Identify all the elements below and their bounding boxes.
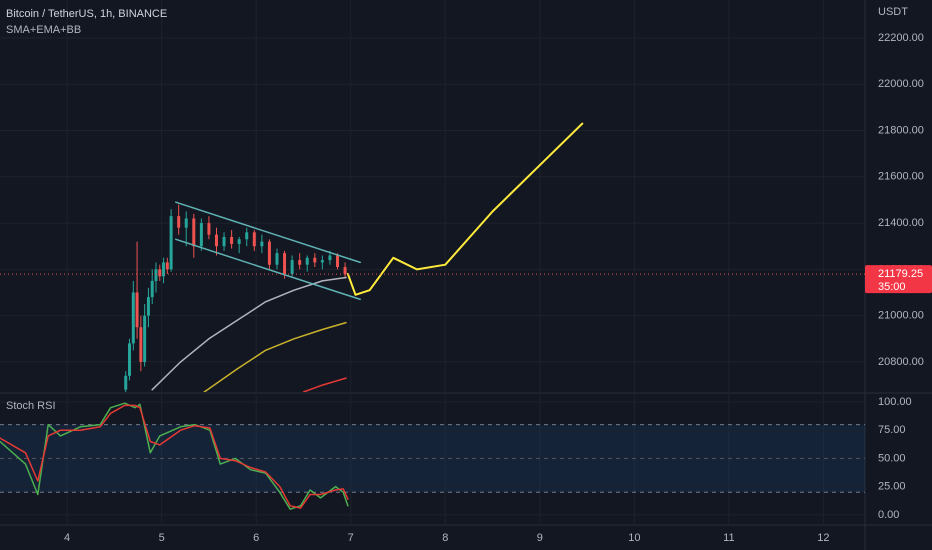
x-tick-label: 4 xyxy=(64,532,70,544)
candle-body xyxy=(162,262,166,277)
candle-body xyxy=(124,375,128,390)
candle-body xyxy=(143,315,147,362)
candle-body xyxy=(335,255,339,268)
candle-body xyxy=(177,216,181,228)
candle-body xyxy=(154,269,158,281)
y-tick-label: 100.00 xyxy=(878,396,912,408)
indicator-line xyxy=(203,321,347,392)
candle-body xyxy=(146,297,150,316)
candle-body xyxy=(237,239,241,244)
y-tick-label: 25.00 xyxy=(878,481,906,493)
candle-body xyxy=(214,234,218,247)
candle-body xyxy=(199,223,203,247)
y-tick-label: 50.00 xyxy=(878,452,906,464)
x-tick-label: 9 xyxy=(537,532,543,544)
candle-body xyxy=(283,253,287,274)
candle-body xyxy=(169,216,173,270)
x-tick-label: 10 xyxy=(628,532,640,544)
candle-body xyxy=(131,292,135,344)
indicator-line xyxy=(0,404,349,509)
candle-body xyxy=(245,232,249,240)
y-tick-label: 22000.00 xyxy=(878,78,924,90)
candle-body xyxy=(267,241,271,265)
candle-body xyxy=(135,292,139,328)
candle-body xyxy=(139,327,143,362)
y-tick-label: 21600.00 xyxy=(878,171,924,183)
y-tick-label: 21000.00 xyxy=(878,310,924,322)
indicator-title: Stoch RSI xyxy=(6,400,56,412)
x-tick-label: 11 xyxy=(723,532,734,544)
countdown-label: 35:00 xyxy=(878,281,906,293)
y-tick-label: 20800.00 xyxy=(878,356,924,368)
last-price-tag xyxy=(865,265,932,294)
candle-body xyxy=(165,262,169,270)
last-price-label: 21179.25 xyxy=(878,268,923,280)
candle-body xyxy=(222,236,226,247)
pane xyxy=(0,402,349,510)
candle-body xyxy=(320,260,324,263)
chart-title: Bitcoin / TetherUS, 1h, BINANCE xyxy=(6,8,167,20)
y-tick-label: 0.00 xyxy=(878,509,899,521)
x-tick-label: 6 xyxy=(253,532,259,544)
candle-body xyxy=(305,257,309,265)
y-tick-label: 75.00 xyxy=(878,424,906,436)
candle-body xyxy=(252,232,256,247)
candle-body xyxy=(260,241,264,247)
x-tick-label: 7 xyxy=(348,532,354,544)
x-tick-label: 12 xyxy=(817,532,829,544)
y-tick-label: 21400.00 xyxy=(878,217,924,229)
indicator-line xyxy=(175,238,361,301)
y-tick-label: 21800.00 xyxy=(878,124,924,136)
candle-body xyxy=(275,253,279,265)
candle-body xyxy=(343,267,347,275)
candle-body xyxy=(230,236,234,244)
pane xyxy=(124,122,584,392)
indicator-label: SMA+EMA+BB xyxy=(6,24,81,36)
candle-body xyxy=(328,255,332,261)
candle-body xyxy=(207,223,211,235)
candle-body xyxy=(313,257,317,263)
candle-body xyxy=(290,260,294,274)
candle-body xyxy=(158,269,162,277)
indicator-line xyxy=(175,201,361,264)
candle-body xyxy=(128,343,132,376)
indicator-line xyxy=(302,377,347,392)
currency-label: USDT xyxy=(878,6,908,18)
candle-body xyxy=(184,218,188,228)
candle-body xyxy=(192,218,196,247)
x-tick-label: 8 xyxy=(442,532,448,544)
x-tick-label: 5 xyxy=(159,532,165,544)
candle-body xyxy=(298,260,302,265)
indicator-line xyxy=(346,122,584,296)
y-tick-label: 22200.00 xyxy=(878,32,924,44)
candle-body xyxy=(150,280,154,298)
indicator-line xyxy=(151,276,347,391)
indicator-line xyxy=(0,402,349,510)
